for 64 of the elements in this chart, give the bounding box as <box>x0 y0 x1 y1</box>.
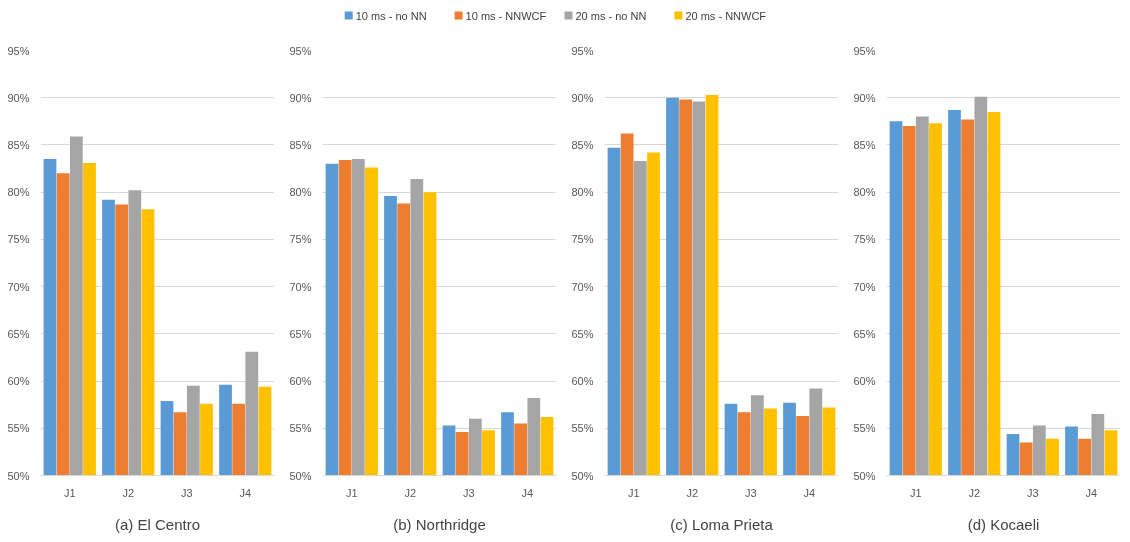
y-tick-label: 90% <box>289 91 312 104</box>
x-tick-label: J1 <box>63 486 76 499</box>
y-tick-label: 55% <box>853 422 876 435</box>
x-tick-label: J2 <box>404 486 417 499</box>
y-tick-label: 90% <box>571 91 594 104</box>
x-tick-label: J4 <box>521 486 534 499</box>
x-tick-label: J4 <box>803 486 816 499</box>
x-tick-label: J3 <box>1026 486 1039 499</box>
y-tick-label: 95% <box>7 44 30 57</box>
x-tick-label: J2 <box>686 486 699 499</box>
x-tick-label: J2 <box>122 486 135 499</box>
y-tick-label: 50% <box>853 469 876 482</box>
y-tick-label: 75% <box>571 233 594 246</box>
x-tick-label: J3 <box>462 486 475 499</box>
x-axis-title: (a) El Centro <box>114 515 201 533</box>
y-tick-label: 80% <box>853 186 876 199</box>
x-axis-title: (b) Northridge <box>393 515 486 533</box>
y-tick-label: 75% <box>853 233 876 246</box>
y-tick-label: 80% <box>7 186 30 199</box>
y-tick-label: 95% <box>853 44 876 57</box>
y-tick-label: 60% <box>7 375 30 388</box>
y-tick-label: 50% <box>289 469 312 482</box>
y-tick-label: 95% <box>289 44 312 57</box>
y-tick-label: 50% <box>7 469 30 482</box>
y-tick-label: 70% <box>853 280 876 293</box>
legend-label: 10 ms - NNWCF <box>465 9 547 22</box>
legend-label: 20 ms - NNWCF <box>685 9 767 22</box>
y-tick-label: 70% <box>7 280 30 293</box>
y-tick-label: 85% <box>7 138 30 151</box>
legend-label: 20 ms - no NN <box>575 9 647 22</box>
y-tick-label: 55% <box>7 422 30 435</box>
x-tick-label: J4 <box>239 486 252 499</box>
x-axis-title: (c) Loma Prieta <box>670 515 774 533</box>
x-tick-label: J1 <box>909 486 922 499</box>
y-tick-label: 50% <box>571 469 594 482</box>
y-tick-label: 85% <box>853 138 876 151</box>
y-tick-label: 70% <box>571 280 594 293</box>
y-tick-label: 60% <box>289 375 312 388</box>
y-tick-label: 70% <box>289 280 312 293</box>
y-tick-label: 65% <box>853 327 876 340</box>
y-tick-label: 90% <box>853 91 876 104</box>
y-tick-label: 75% <box>289 233 312 246</box>
y-tick-label: 60% <box>571 375 594 388</box>
y-tick-label: 65% <box>571 327 594 340</box>
y-tick-label: 75% <box>7 233 30 246</box>
y-tick-label: 80% <box>571 186 594 199</box>
y-tick-label: 85% <box>289 138 312 151</box>
y-tick-label: 95% <box>571 44 594 57</box>
y-tick-label: 55% <box>289 422 312 435</box>
x-axis-title: (d) Kocaeli <box>967 515 1040 533</box>
x-tick-label: J1 <box>627 486 640 499</box>
x-tick-label: J3 <box>180 486 193 499</box>
y-tick-label: 85% <box>571 138 594 151</box>
y-tick-label: 65% <box>289 327 312 340</box>
x-tick-label: J4 <box>1085 486 1098 499</box>
y-tick-label: 65% <box>7 327 30 340</box>
y-tick-label: 60% <box>853 375 876 388</box>
x-tick-label: J2 <box>968 486 981 499</box>
x-tick-label: J3 <box>744 486 757 499</box>
y-tick-label: 90% <box>7 91 30 104</box>
y-tick-label: 80% <box>289 186 312 199</box>
x-tick-label: J1 <box>345 486 358 499</box>
legend-label: 10 ms - no NN <box>355 9 427 22</box>
y-tick-label: 55% <box>571 422 594 435</box>
